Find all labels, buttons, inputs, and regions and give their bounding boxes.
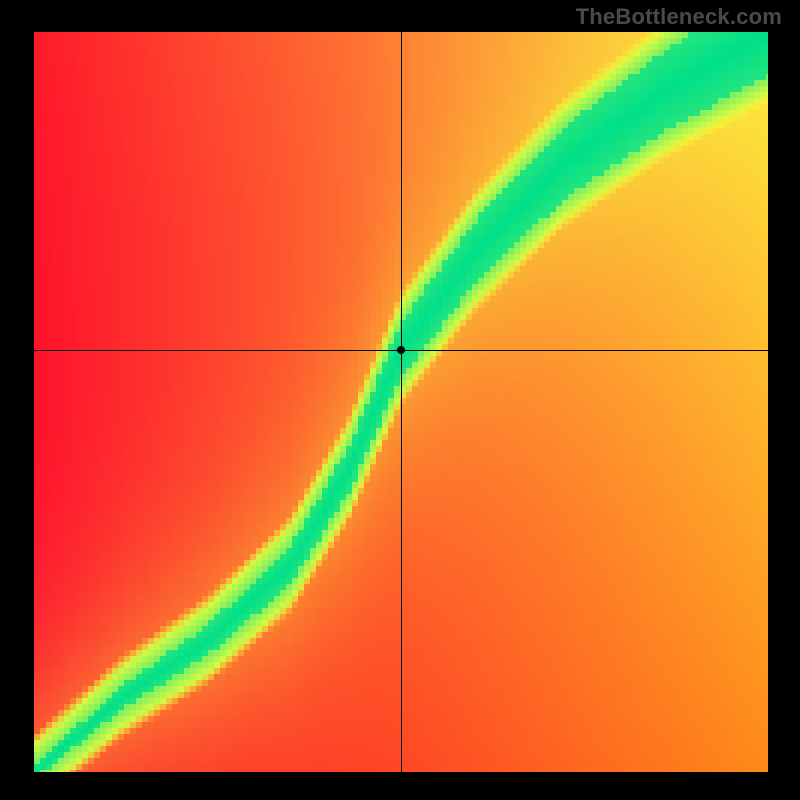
- crosshair-vertical: [401, 32, 402, 772]
- watermark-text: TheBottleneck.com: [576, 4, 782, 30]
- chart-container: TheBottleneck.com: [0, 0, 800, 800]
- crosshair-marker-dot: [397, 346, 405, 354]
